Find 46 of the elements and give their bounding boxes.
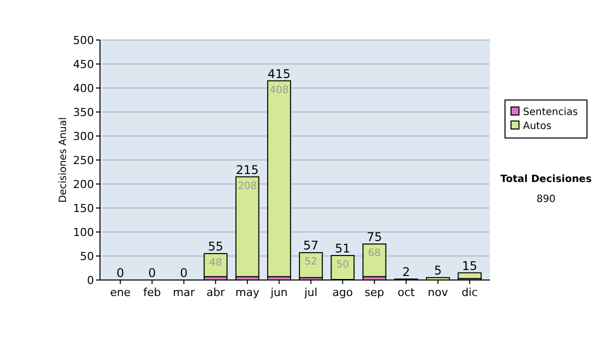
x-tick-label: ago (332, 286, 354, 299)
y-tick-label: 250 (73, 154, 94, 167)
data-label: 52 (304, 256, 318, 268)
total-label: 75 (366, 230, 382, 244)
y-axis-title: Decisiones Anual (58, 117, 69, 203)
legend-label: Sentencias (523, 107, 578, 118)
y-tick-label: 200 (73, 178, 94, 191)
x-tick-label: jul (303, 286, 318, 299)
legend-label: Autos (523, 121, 552, 132)
y-tick-label: 300 (73, 130, 94, 143)
total-label: 55 (208, 240, 224, 254)
y-tick-label: 400 (73, 82, 94, 95)
x-tick-label: may (235, 286, 260, 299)
data-label: 408 (270, 84, 289, 96)
data-label: 208 (238, 180, 257, 192)
x-tick-label: ene (110, 286, 131, 299)
y-tick-label: 150 (73, 202, 94, 215)
y-tick-label: 0 (87, 274, 94, 287)
total-label: 57 (303, 238, 319, 253)
total-label: 215 (236, 162, 259, 177)
y-tick-label: 500 (73, 34, 94, 47)
total-label: 51 (335, 242, 350, 256)
y-tick-label: 450 (73, 58, 94, 71)
total-label: 0 (180, 266, 188, 280)
x-tick-label: sep (364, 286, 384, 299)
data-label: 50 (336, 260, 350, 271)
y-tick-label: 50 (80, 250, 94, 263)
data-label: 68 (368, 248, 381, 259)
y-tick-label: 350 (73, 106, 94, 119)
total-label: 15 (462, 258, 478, 273)
x-tick-label: abr (206, 286, 226, 299)
total-label: 5 (434, 264, 442, 278)
text: 890 (536, 194, 556, 205)
text: Total Decisiones (500, 174, 592, 185)
x-tick-label: feb (143, 286, 161, 299)
x-tick-label: oct (398, 286, 416, 299)
y-tick-label: 100 (73, 226, 94, 239)
x-tick-label: nov (428, 286, 449, 299)
x-tick-label: jun (270, 286, 288, 299)
data-label: 48 (209, 258, 222, 269)
x-tick-label: mar (172, 286, 196, 299)
total-label: 415 (268, 66, 291, 81)
x-tick-label: dic (462, 286, 478, 299)
total-label: 0 (148, 266, 156, 280)
total-label: 2 (402, 265, 410, 280)
total-label: 0 (116, 266, 124, 280)
